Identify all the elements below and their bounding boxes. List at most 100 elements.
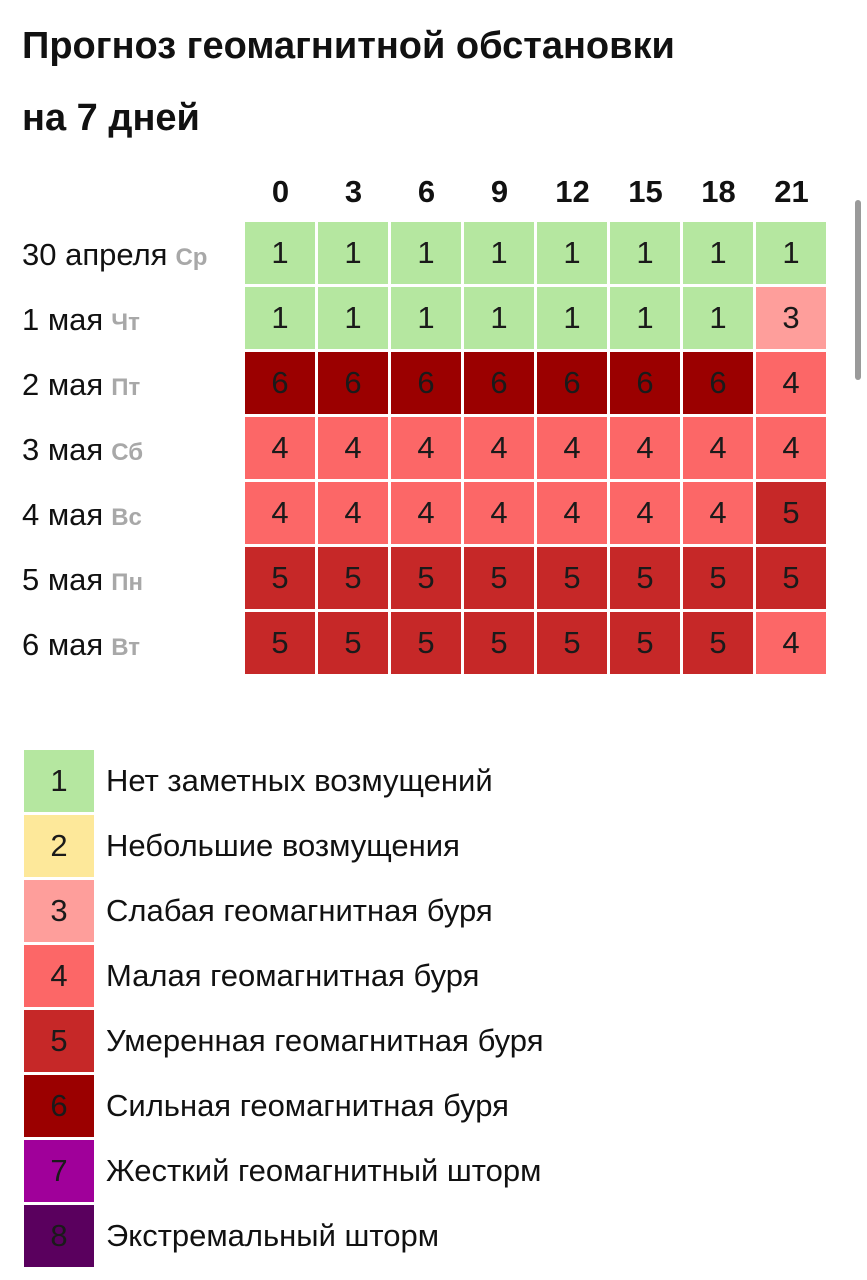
forecast-cell: 5: [610, 612, 680, 674]
forecast-cell: 5: [537, 612, 607, 674]
forecast-cell: 6: [464, 352, 534, 414]
forecast-cell: 5: [464, 547, 534, 609]
day-weekday: Ср: [175, 244, 208, 271]
forecast-cell: 1: [464, 287, 534, 349]
forecast-cell: 4: [464, 417, 534, 479]
title-line-1: Прогноз геомагнитной обстановки: [22, 25, 675, 67]
forecast-cell: 1: [318, 287, 388, 349]
forecast-cell: 4: [756, 417, 826, 479]
hour-header: 12: [555, 174, 590, 209]
forecast-cell: 1: [683, 287, 753, 349]
legend-label: Слабая геомагнитная буря: [106, 893, 493, 928]
day-date: 2 мая: [22, 367, 104, 402]
day-label: 2 мая Пт: [22, 353, 140, 417]
forecast-cell: 5: [683, 547, 753, 609]
forecast-cell: 5: [391, 612, 461, 674]
legend-label: Нет заметных возмущений: [106, 763, 493, 798]
forecast-cell: 4: [245, 417, 315, 479]
day-label: 3 мая Сб: [22, 418, 143, 482]
forecast-cell: 5: [756, 547, 826, 609]
forecast-cell: 1: [756, 222, 826, 284]
hour-header: 0: [271, 174, 290, 209]
forecast-cell: 4: [245, 482, 315, 544]
day-weekday: Вт: [111, 634, 140, 661]
day-date: 1 мая: [22, 302, 104, 337]
day-weekday: Сб: [111, 439, 144, 466]
legend-swatch: 5: [24, 1010, 94, 1072]
day-label: 4 мая Вс: [22, 483, 142, 547]
legend-swatch: 4: [24, 945, 94, 1007]
legend-swatch: 6: [24, 1075, 94, 1137]
forecast-cell: 1: [610, 287, 680, 349]
day-weekday: Пн: [111, 569, 143, 596]
forecast-cell: 5: [245, 612, 315, 674]
forecast-cell: 5: [610, 547, 680, 609]
forecast-cell: 5: [756, 482, 826, 544]
scrollbar[interactable]: [855, 200, 861, 380]
page-title: Прогноз геомагнитной обстановки на 7 дне…: [22, 10, 842, 154]
legend-swatch: 7: [24, 1140, 94, 1202]
forecast-cell: 1: [245, 222, 315, 284]
day-date: 4 мая: [22, 497, 104, 532]
day-label: 6 мая Вт: [22, 613, 140, 677]
forecast-cell: 3: [756, 287, 826, 349]
forecast-cell: 6: [683, 352, 753, 414]
forecast-cell: 6: [610, 352, 680, 414]
forecast-cell: 1: [537, 222, 607, 284]
forecast-cell: 4: [610, 482, 680, 544]
forecast-cell: 5: [318, 547, 388, 609]
day-weekday: Вс: [111, 504, 142, 531]
day-label: 30 апреля Ср: [22, 223, 207, 287]
hour-header: 6: [417, 174, 436, 209]
forecast-cell: 6: [318, 352, 388, 414]
hour-header: 18: [701, 174, 736, 209]
forecast-cell: 4: [537, 482, 607, 544]
day-weekday: Чт: [111, 309, 140, 336]
forecast-cell: 5: [245, 547, 315, 609]
hour-header: 3: [344, 174, 363, 209]
forecast-cell: 1: [245, 287, 315, 349]
forecast-cell: 1: [391, 287, 461, 349]
forecast-cell: 4: [610, 417, 680, 479]
forecast-cell: 1: [464, 222, 534, 284]
day-label: 5 мая Пн: [22, 548, 143, 612]
forecast-cell: 4: [756, 352, 826, 414]
legend-swatch: 8: [24, 1205, 94, 1267]
forecast-cell: 1: [610, 222, 680, 284]
forecast-cell: 5: [391, 547, 461, 609]
legend-label: Малая геомагнитная буря: [106, 958, 480, 993]
forecast-cell: 4: [537, 417, 607, 479]
forecast-cell: 4: [464, 482, 534, 544]
day-weekday: Пт: [111, 374, 141, 401]
legend-label: Экстремальный шторм: [106, 1218, 440, 1253]
forecast-cell: 5: [537, 547, 607, 609]
forecast-cell: 6: [245, 352, 315, 414]
day-date: 5 мая: [22, 562, 104, 597]
forecast-cell: 6: [391, 352, 461, 414]
legend-label: Жесткий геомагнитный шторм: [106, 1153, 542, 1188]
legend-label: Сильная геомагнитная буря: [106, 1088, 509, 1123]
legend-label: Умеренная геомагнитная буря: [106, 1023, 544, 1058]
hour-header: 9: [490, 174, 509, 209]
forecast-cell: 5: [683, 612, 753, 674]
forecast-cell: 1: [683, 222, 753, 284]
forecast-cell: 4: [683, 417, 753, 479]
legend-label: Небольшие возмущения: [106, 828, 460, 863]
legend-swatch: 1: [24, 750, 94, 812]
forecast-cell: 4: [318, 417, 388, 479]
forecast-cell: 4: [391, 417, 461, 479]
forecast-cell: 1: [391, 222, 461, 284]
day-date: 30 апреля: [22, 237, 168, 272]
forecast-cell: 4: [391, 482, 461, 544]
day-date: 6 мая: [22, 627, 104, 662]
forecast-cell: 4: [318, 482, 388, 544]
forecast-cell: 5: [464, 612, 534, 674]
legend-swatch: 3: [24, 880, 94, 942]
hour-header: 21: [774, 174, 809, 209]
legend-swatch: 2: [24, 815, 94, 877]
day-label: 1 мая Чт: [22, 288, 140, 352]
forecast-cell: 6: [537, 352, 607, 414]
forecast-cell: 1: [318, 222, 388, 284]
day-date: 3 мая: [22, 432, 104, 467]
